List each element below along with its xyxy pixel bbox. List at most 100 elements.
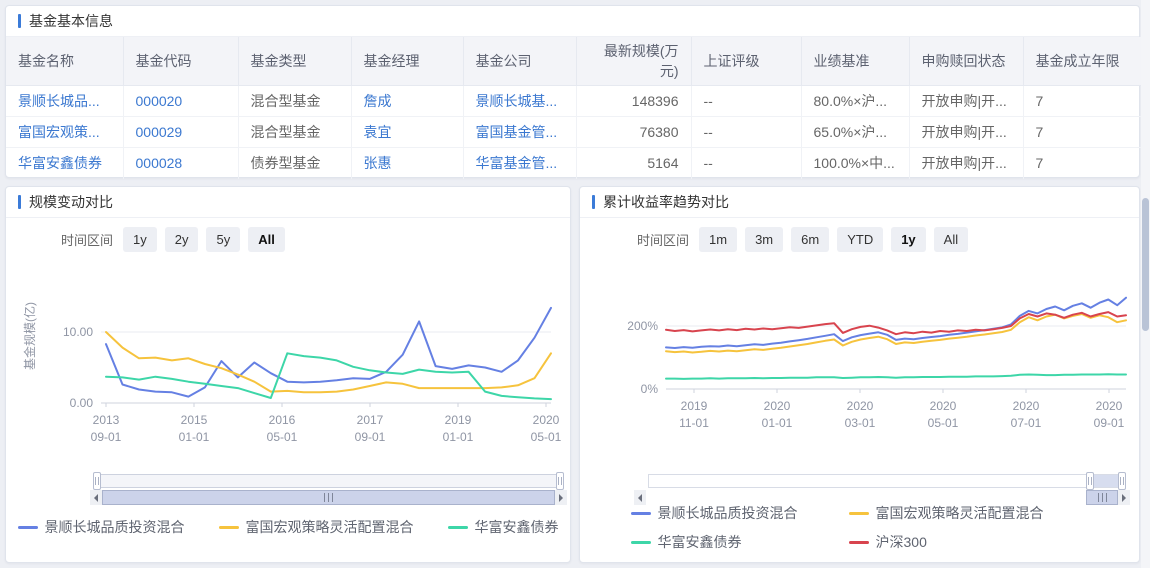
panel-title: 累计收益率趋势对比 <box>603 194 729 210</box>
name-link[interactable]: 富国宏观策... <box>18 124 100 140</box>
cell-name: 景顺长城品... <box>6 85 124 117</box>
time-range-button-all[interactable]: All <box>248 227 285 252</box>
cell-status: 开放申购|开... <box>909 116 1024 148</box>
cell-scale: 5164 <box>576 147 692 179</box>
time-range-button-1y[interactable]: 1y <box>123 227 157 252</box>
legend-label: 景顺长城品质投资混合 <box>657 505 798 521</box>
legend-item[interactable]: 富国宏观策略灵活配置混合 <box>848 503 1089 523</box>
cell-benchmark: 65.0%×沪... <box>801 116 910 148</box>
legend-item[interactable]: 华富安鑫债券 <box>630 532 849 552</box>
scale-value: 5164 <box>647 155 679 172</box>
scrollbar-thumb[interactable] <box>1086 490 1118 505</box>
svg-text:09-01: 09-01 <box>91 430 122 444</box>
datazoom-slider[interactable] <box>648 472 1126 490</box>
scroll-left-arrow-icon[interactable] <box>634 490 646 505</box>
company-link[interactable]: 华富基金管... <box>475 155 558 172</box>
datazoom-slider[interactable] <box>93 472 564 490</box>
code-link[interactable]: 000028 <box>135 155 183 172</box>
rating-value: -- <box>703 124 713 140</box>
cell-name: 富国宏观策... <box>6 116 124 148</box>
grip-icon <box>324 493 333 502</box>
cell-scale: 76380 <box>576 116 692 148</box>
legend-label: 沪深300 <box>875 534 927 550</box>
legend-swatch-icon <box>848 540 869 544</box>
cell-manager: 詹成 <box>351 85 464 117</box>
status-value: 开放申购|开... <box>921 124 1007 140</box>
column-header-code: 基金代码 <box>123 37 239 86</box>
panel-title: 基金基本信息 <box>29 13 113 29</box>
datazoom-selection[interactable] <box>1090 475 1122 487</box>
legend-item[interactable]: 华富安鑫债券 <box>447 517 559 537</box>
time-range-label: 时间区间 <box>637 233 690 248</box>
cell-status: 开放申购|开... <box>909 85 1024 117</box>
svg-text:2020: 2020 <box>930 399 957 413</box>
svg-text:2020: 2020 <box>1013 399 1040 413</box>
svg-text:03-01: 03-01 <box>845 416 876 430</box>
type-value: 债券型基金 <box>250 155 321 172</box>
fund-table: 基金名称 基金代码 基金类型 基金经理 基金公司 最新规模(万元) 上证评级 业绩基准 申购赎回… <box>6 37 1141 179</box>
scroll-left-arrow-icon[interactable] <box>90 490 102 505</box>
legend-item[interactable]: 富国宏观策略灵活配置混合 <box>218 517 414 537</box>
time-range-button-6m[interactable]: 6m <box>791 227 830 252</box>
legend-item[interactable]: 景顺长城品质投资混合 <box>630 503 849 523</box>
cumulative-return-panel: 累计收益率趋势对比 时间区间 1m 3m 6m YTD 1y All 0% 200% 2019… <box>579 186 1140 563</box>
benchmark-value: 100.0%×中... <box>813 155 895 172</box>
datazoom-right-handle-icon[interactable] <box>556 472 564 490</box>
years-value: 7 <box>1035 155 1044 172</box>
panel-title-bar: 基金基本信息 <box>6 6 1139 37</box>
chart-legend: 景顺长城品质投资混合 富国宏观策略灵活配置混合华富安鑫债券 沪深300 <box>630 503 1089 552</box>
panel-title-bar: 规模变动对比 <box>6 187 570 218</box>
svg-text:2017: 2017 <box>357 413 384 427</box>
manager-link[interactable]: 袁宜 <box>363 124 392 140</box>
time-range-selector: 时间区间 1y 2y 5y All <box>61 227 285 252</box>
time-range-buttons: 1y 2y 5y All <box>123 227 285 252</box>
company-link[interactable]: 富国基金管... <box>475 124 558 140</box>
type-value: 混合型基金 <box>250 124 321 140</box>
time-range-button-2y[interactable]: 2y <box>164 227 199 252</box>
datazoom-right-handle-icon[interactable] <box>1118 472 1126 490</box>
cell-type: 债券型基金 <box>238 147 352 179</box>
scroll-right-arrow-icon[interactable] <box>555 490 567 505</box>
cell-status: 开放申购|开... <box>909 147 1024 179</box>
scroll-right-arrow-icon[interactable] <box>1118 490 1130 505</box>
cell-years: 7 <box>1023 85 1141 117</box>
manager-link[interactable]: 詹成 <box>363 93 392 109</box>
code-link[interactable]: 000029 <box>135 124 183 140</box>
svg-text:01-01: 01-01 <box>762 416 793 430</box>
company-link[interactable]: 景顺长城基... <box>475 93 558 109</box>
cell-rating: -- <box>691 116 802 148</box>
svg-text:0.00: 0.00 <box>70 396 94 410</box>
svg-text:07-01: 07-01 <box>1011 416 1042 430</box>
name-link[interactable]: 景顺长城品... <box>18 93 100 109</box>
chart-scrollbar <box>634 490 1130 505</box>
svg-text:2019: 2019 <box>681 399 708 413</box>
cell-company: 富国基金管... <box>463 116 577 148</box>
datazoom-left-handle-icon[interactable] <box>93 472 101 490</box>
time-range-button-3m[interactable]: 3m <box>745 227 784 252</box>
cell-code: 000029 <box>123 116 239 148</box>
cell-code: 000028 <box>123 147 239 179</box>
time-range-button-5y[interactable]: 5y <box>206 227 241 252</box>
rating-value: -- <box>703 155 713 172</box>
time-range-button-1m[interactable]: 1m <box>699 227 738 252</box>
years-value: 7 <box>1035 124 1044 140</box>
svg-text:2013: 2013 <box>93 413 120 427</box>
column-header-company: 基金公司 <box>463 37 577 86</box>
legend-item[interactable]: 景顺长城品质投资混合 <box>17 517 185 537</box>
legend-item[interactable]: 沪深300 <box>848 532 1089 552</box>
time-range-button-1y[interactable]: 1y <box>891 227 926 252</box>
scale-value: 76380 <box>639 124 679 140</box>
scale-line-chart: 0.00 10.00 2013 09-01 2015 01-01 2016 05-01 2017… <box>22 302 562 444</box>
page-scrollbar-thumb[interactable] <box>1142 198 1149 331</box>
type-value: 混合型基金 <box>250 93 321 109</box>
code-link[interactable]: 000020 <box>135 93 183 109</box>
fund-basic-info-panel: 基金基本信息 基金名称 基金代码 基金类型 基金经理 基金公司 最新规模(万元) 上证评级业… <box>5 5 1141 179</box>
manager-link[interactable]: 张惠 <box>363 155 392 172</box>
datazoom-left-handle-icon[interactable] <box>1086 472 1094 490</box>
column-header-rating: 上证评级 <box>691 37 802 86</box>
scrollbar-thumb[interactable] <box>102 490 555 505</box>
svg-text:11-01: 11-01 <box>679 416 709 430</box>
time-range-button-all[interactable]: All <box>933 227 969 252</box>
name-link[interactable]: 华富安鑫债券 <box>18 155 102 172</box>
time-range-button-ytd[interactable]: YTD <box>837 227 884 252</box>
